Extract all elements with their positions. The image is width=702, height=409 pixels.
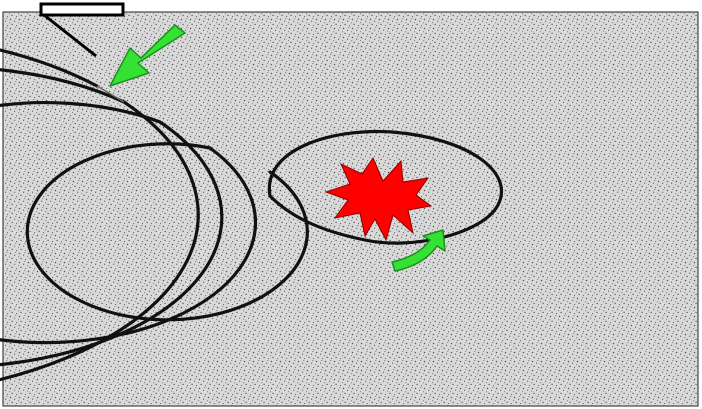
ring-two-outer-edge (0, 68, 224, 367)
inner-ring (267, 129, 504, 245)
entrance-bar-icon (39, 2, 125, 58)
arrow-down-left-icon (109, 24, 186, 87)
burst-star-icon (324, 156, 433, 242)
outer-ring-outer-edge (0, 48, 200, 382)
entrance-gap (96, 85, 125, 103)
ring-four (25, 142, 309, 322)
ring-three (0, 100, 258, 345)
spiral-lines (0, 48, 504, 382)
curved-arrow-up-icon (391, 229, 446, 272)
